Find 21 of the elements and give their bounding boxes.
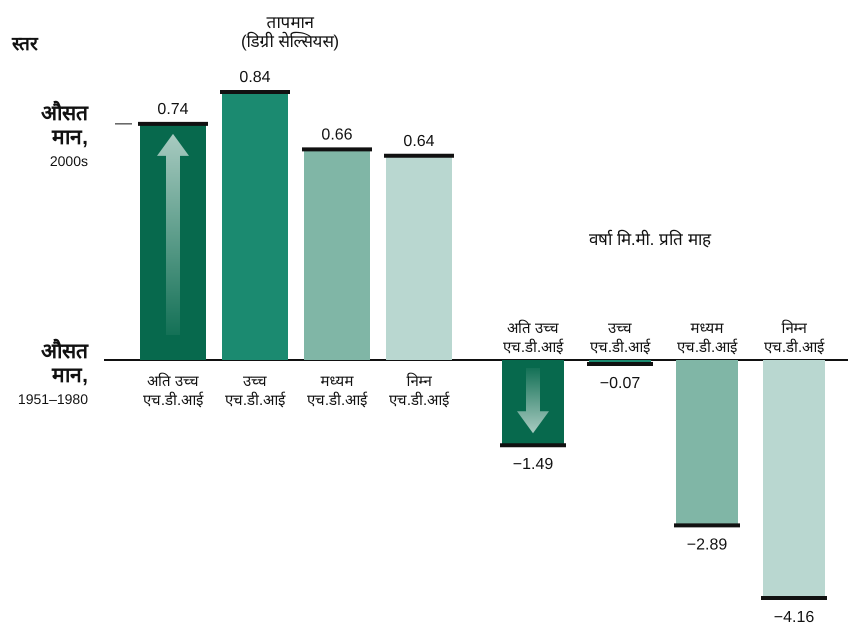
data-label: −2.89 xyxy=(686,536,728,554)
data-label: 0.74 xyxy=(157,100,189,118)
x-tick-label: मध्यम एच.डी.आई xyxy=(676,320,738,356)
chart-title: वर्षा मि.मी. प्रति माह xyxy=(589,229,712,249)
x-tick-label: अति उच्च एच.डी.आई xyxy=(142,372,204,409)
data-label: −4.16 xyxy=(774,609,814,626)
x-tick-label: उच्च एच.डी.आई xyxy=(224,373,286,409)
x-tick-label: अति उच्च एच.डी.आई xyxy=(502,319,564,356)
x-tick-label: मध्यम एच.डी.आई xyxy=(306,373,368,409)
chart-title: तापमान (डिग्री सेल्सियस) xyxy=(240,13,340,51)
data-label: −1.49 xyxy=(512,456,554,474)
text: औसत मान, 2000s xyxy=(41,100,89,169)
y-axis-title: स्तर xyxy=(11,34,39,55)
data-label: −0.07 xyxy=(600,375,640,392)
data-label: 0.64 xyxy=(403,132,435,150)
x-tick-label: उच्च एच.डी.आई xyxy=(590,320,652,356)
data-label: 0.84 xyxy=(239,69,271,86)
text: औसत मान, 1951–1980 xyxy=(18,338,89,407)
x-tick-label: निम्न एच.डी.आई xyxy=(388,372,450,409)
x-tick-label: निम्न एच.डी.आई xyxy=(764,319,826,356)
data-label: 0.66 xyxy=(321,126,353,144)
